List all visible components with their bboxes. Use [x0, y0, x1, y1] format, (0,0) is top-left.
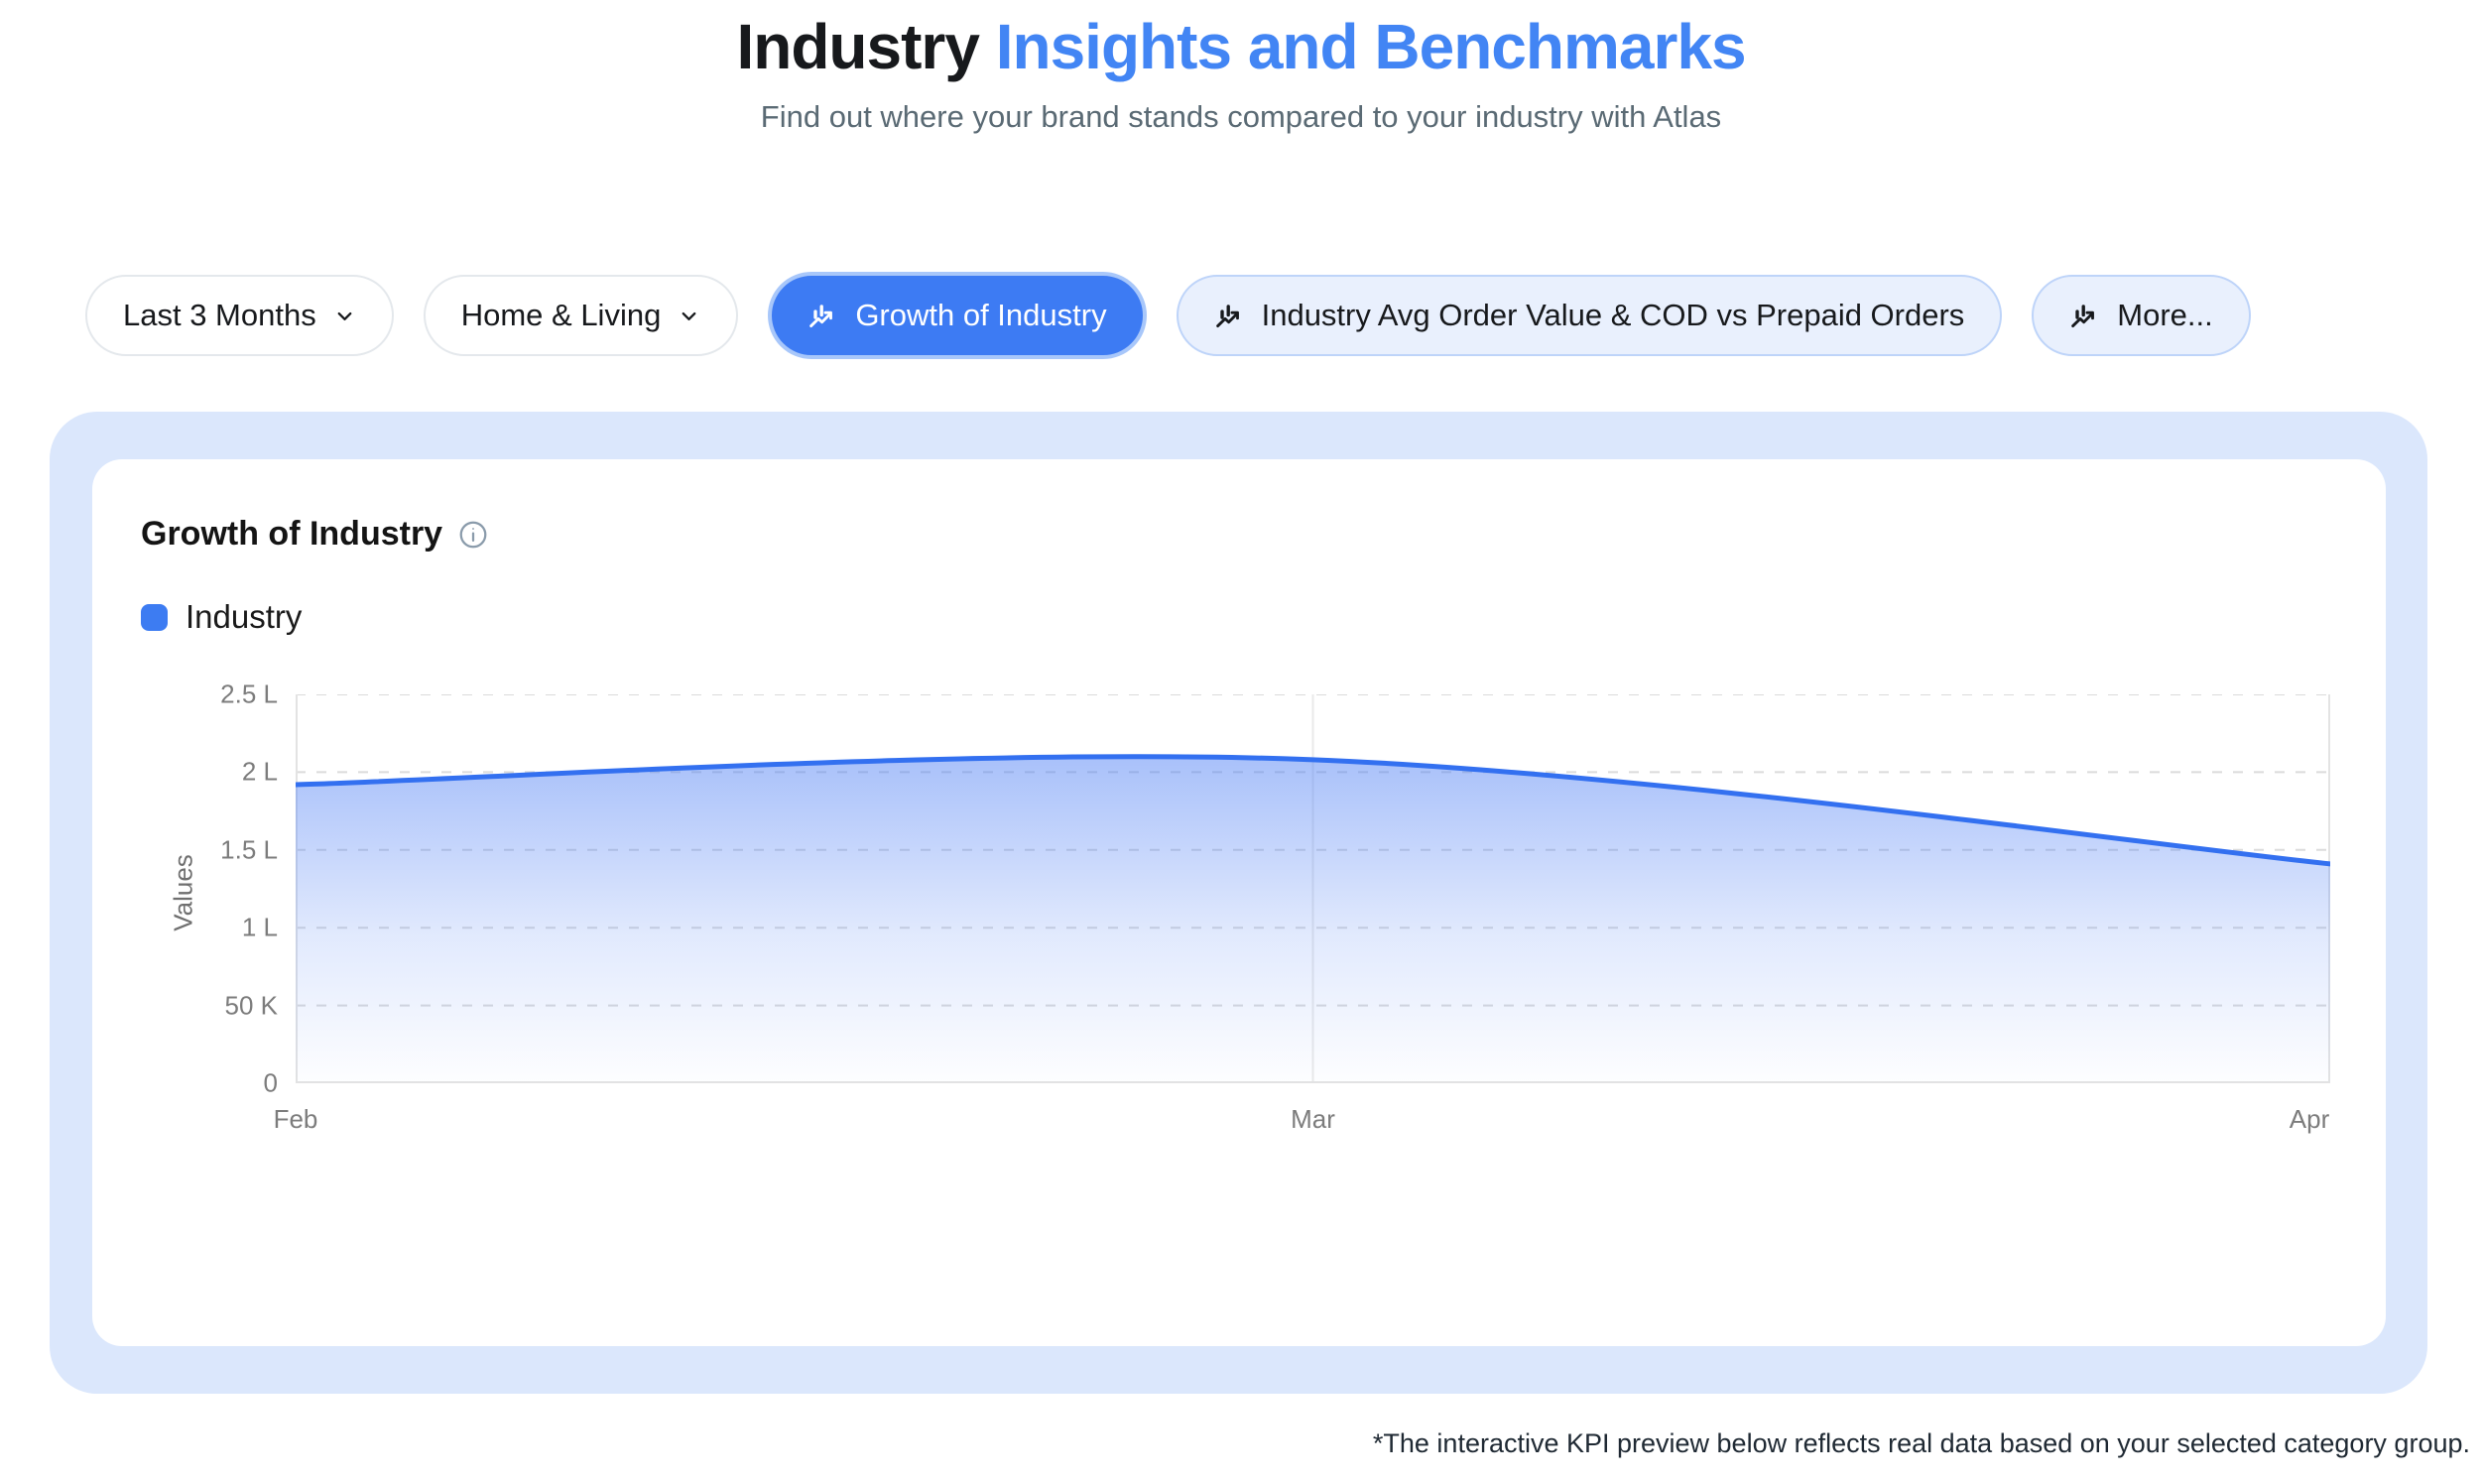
y-tick-label: 1.5 L [220, 834, 278, 865]
filter-category[interactable]: Home & Living [423, 275, 739, 356]
chart-trend-icon [1215, 304, 1239, 327]
chart-legend[interactable]: Industry [141, 598, 302, 636]
chevron-down-icon [682, 311, 696, 320]
page-title: Industry Insights and Benchmarks [0, 10, 2482, 83]
filter-date-range[interactable]: Last 3 Months [85, 275, 394, 356]
kpi-tab-label: Industry Avg Order Value & COD vs Prepai… [1261, 298, 1965, 332]
chart-plot-area[interactable] [296, 694, 2330, 1083]
y-tick-label: 50 K [224, 990, 279, 1021]
chart-trend-icon [809, 304, 833, 327]
x-tick-label: Mar [1291, 1104, 1335, 1134]
kpi-tab-growth-of-industry[interactable]: Growth of Industry [768, 272, 1147, 359]
y-tick-label: 2.5 L [220, 679, 278, 709]
filter-bar: Last 3 Months Home & Living Growth of In… [85, 272, 2251, 359]
chart-trend-icon [2071, 304, 2095, 327]
x-tick-label: Feb [273, 1104, 318, 1134]
legend-label: Industry [186, 598, 303, 635]
chart-title: Growth of Industry [141, 515, 443, 553]
y-tick-label: 2 L [241, 756, 278, 787]
legend-swatch [141, 603, 168, 631]
kpi-tab-label: More... [2117, 298, 2213, 332]
y-tick-label: 0 [263, 1067, 278, 1098]
x-tick-label: Apr [2289, 1104, 2330, 1134]
kpi-tab-label: Growth of Industry [855, 298, 1107, 332]
page-header: Industry Insights and Benchmarks Find ou… [0, 0, 2482, 135]
kpi-tab-more[interactable]: More... [2032, 275, 2251, 356]
y-axis-ticks: 2.5 L 2 L 1.5 L 1 L 50 K 0 [92, 680, 296, 1098]
info-icon[interactable] [457, 519, 489, 551]
kpi-tab-avg-order-value[interactable]: Industry Avg Order Value & COD vs Prepai… [1176, 275, 2003, 356]
kpi-footnote: *The interactive KPI preview below refle… [1372, 1428, 2470, 1458]
page-title-part2: Insights and Benchmarks [978, 11, 1747, 82]
kpi-preview-card: Growth of Industry Industry Values 2.5 L… [50, 412, 2427, 1394]
industry-growth-area-chart [296, 694, 2330, 1083]
filter-category-label: Home & Living [460, 298, 662, 332]
page-subtitle: Find out where your brand stands compare… [760, 99, 1722, 134]
filter-date-range-label: Last 3 Months [123, 298, 316, 332]
page-title-part1: Industry [736, 11, 979, 82]
x-axis-ticks: Feb Mar Apr [274, 1104, 2330, 1144]
chart-card: Growth of Industry Industry Values 2.5 L… [92, 459, 2386, 1346]
y-tick-label: 1 L [241, 912, 278, 942]
chart-title-row: Growth of Industry [141, 515, 489, 554]
chevron-down-icon [337, 311, 352, 320]
